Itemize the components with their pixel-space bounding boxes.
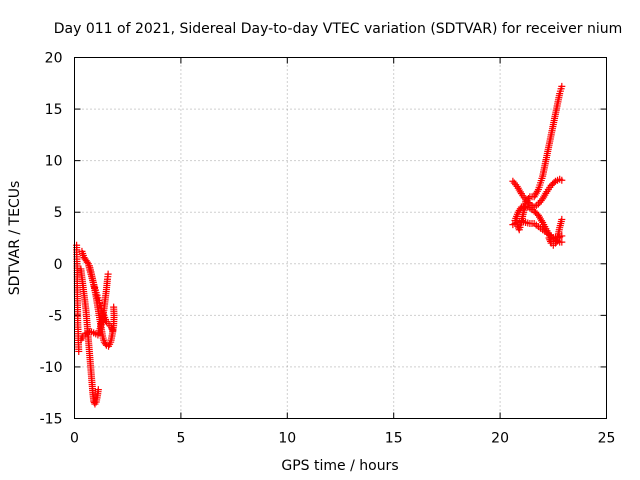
y-tick-label: 15 (45, 102, 63, 118)
x-axis-label: GPS time / hours (281, 458, 398, 474)
data-series-late-arc-e (545, 215, 566, 249)
x-tick-label: 10 (278, 431, 296, 447)
data-point (524, 194, 532, 202)
data-series-early-arc-c (77, 265, 102, 408)
tick-layer (74, 57, 607, 419)
data-point (83, 258, 91, 266)
x-tick-label: 20 (491, 431, 509, 447)
data-point (75, 347, 83, 355)
data-point (551, 239, 559, 247)
y-tick-label: 10 (45, 154, 63, 170)
data-series-late-arc-c (509, 175, 566, 211)
chart-title: Day 011 of 2021, Sidereal Day-to-day VTE… (54, 21, 623, 37)
x-tick-label: 5 (176, 431, 185, 447)
grid-layer (74, 57, 607, 419)
x-tick-label: 15 (385, 431, 403, 447)
data-point (94, 386, 102, 394)
data-point (553, 236, 561, 244)
y-axis-label: SDTVAR / TECUs (7, 181, 23, 296)
data-series-early-arc-e (85, 262, 118, 350)
data-point (558, 215, 566, 223)
data-point (558, 82, 566, 90)
y-tick-label: -10 (40, 360, 63, 376)
data-point (512, 181, 520, 189)
y-tick-label: 0 (54, 257, 63, 273)
data-series-early-arc-d (77, 270, 112, 344)
y-tick-label: 20 (45, 51, 63, 67)
data-point (552, 237, 560, 245)
data-point (558, 176, 566, 184)
data-point (550, 179, 558, 187)
y-tick-label: -15 (40, 412, 63, 428)
plot-frame (74, 57, 607, 419)
data-point (546, 236, 554, 244)
data-point (545, 234, 553, 242)
x-tick-label: 0 (70, 431, 79, 447)
data-layer (73, 82, 566, 408)
data-point (110, 303, 118, 311)
y-tick-label: 5 (54, 205, 63, 221)
y-tick-label: -5 (49, 308, 63, 324)
data-point (558, 238, 566, 246)
x-tick-label: 25 (598, 431, 616, 447)
data-point (104, 270, 112, 278)
data-series-late-arc-d (513, 82, 566, 234)
label-layer: 0 5 10 15 20 25 -15 -10 -5 0 5 10 15 20 (40, 51, 616, 447)
data-point (537, 197, 545, 205)
